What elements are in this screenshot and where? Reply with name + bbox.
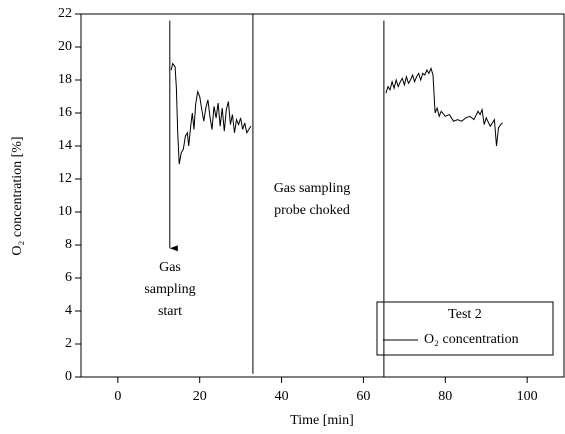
y-tick-label: 22 bbox=[58, 6, 72, 21]
y-tick-label: 12 bbox=[58, 171, 72, 186]
y-tick-label: 0 bbox=[65, 369, 72, 384]
plot-frame bbox=[80, 13, 565, 378]
x-tick-label: 40 bbox=[275, 389, 289, 404]
y-tick-label: 6 bbox=[65, 270, 72, 285]
x-tick-label: 0 bbox=[114, 389, 121, 404]
legend-box bbox=[376, 301, 554, 356]
x-tick-label: 20 bbox=[193, 389, 207, 404]
annotation: Gas bbox=[159, 260, 181, 275]
x-tick-label: 80 bbox=[438, 389, 452, 404]
annotation: Gas sampling bbox=[274, 181, 351, 196]
y-tick-label: 20 bbox=[58, 39, 72, 54]
legend-title: Test 2 bbox=[448, 307, 482, 322]
x-tick-label: 100 bbox=[517, 389, 538, 404]
y-tick-label: 16 bbox=[58, 105, 72, 120]
y-tick-label: 4 bbox=[65, 303, 72, 318]
legend-label: O₂ concentration bbox=[424, 332, 519, 347]
y-tick-label: 18 bbox=[58, 72, 72, 87]
y-tick-label: 2 bbox=[65, 336, 72, 351]
annotation: sampling bbox=[144, 282, 195, 297]
annotation: probe choked bbox=[274, 203, 350, 218]
y-tick-label: 8 bbox=[65, 237, 72, 252]
y-tick-label: 14 bbox=[58, 138, 72, 153]
x-axis-label: Time [min] bbox=[290, 413, 354, 428]
y-tick-label: 10 bbox=[58, 204, 72, 219]
data-line bbox=[170, 62, 503, 165]
y-axis-label: O₂ concentration [%] bbox=[10, 136, 25, 255]
x-tick-label: 60 bbox=[356, 389, 370, 404]
annotation: start bbox=[158, 304, 182, 319]
